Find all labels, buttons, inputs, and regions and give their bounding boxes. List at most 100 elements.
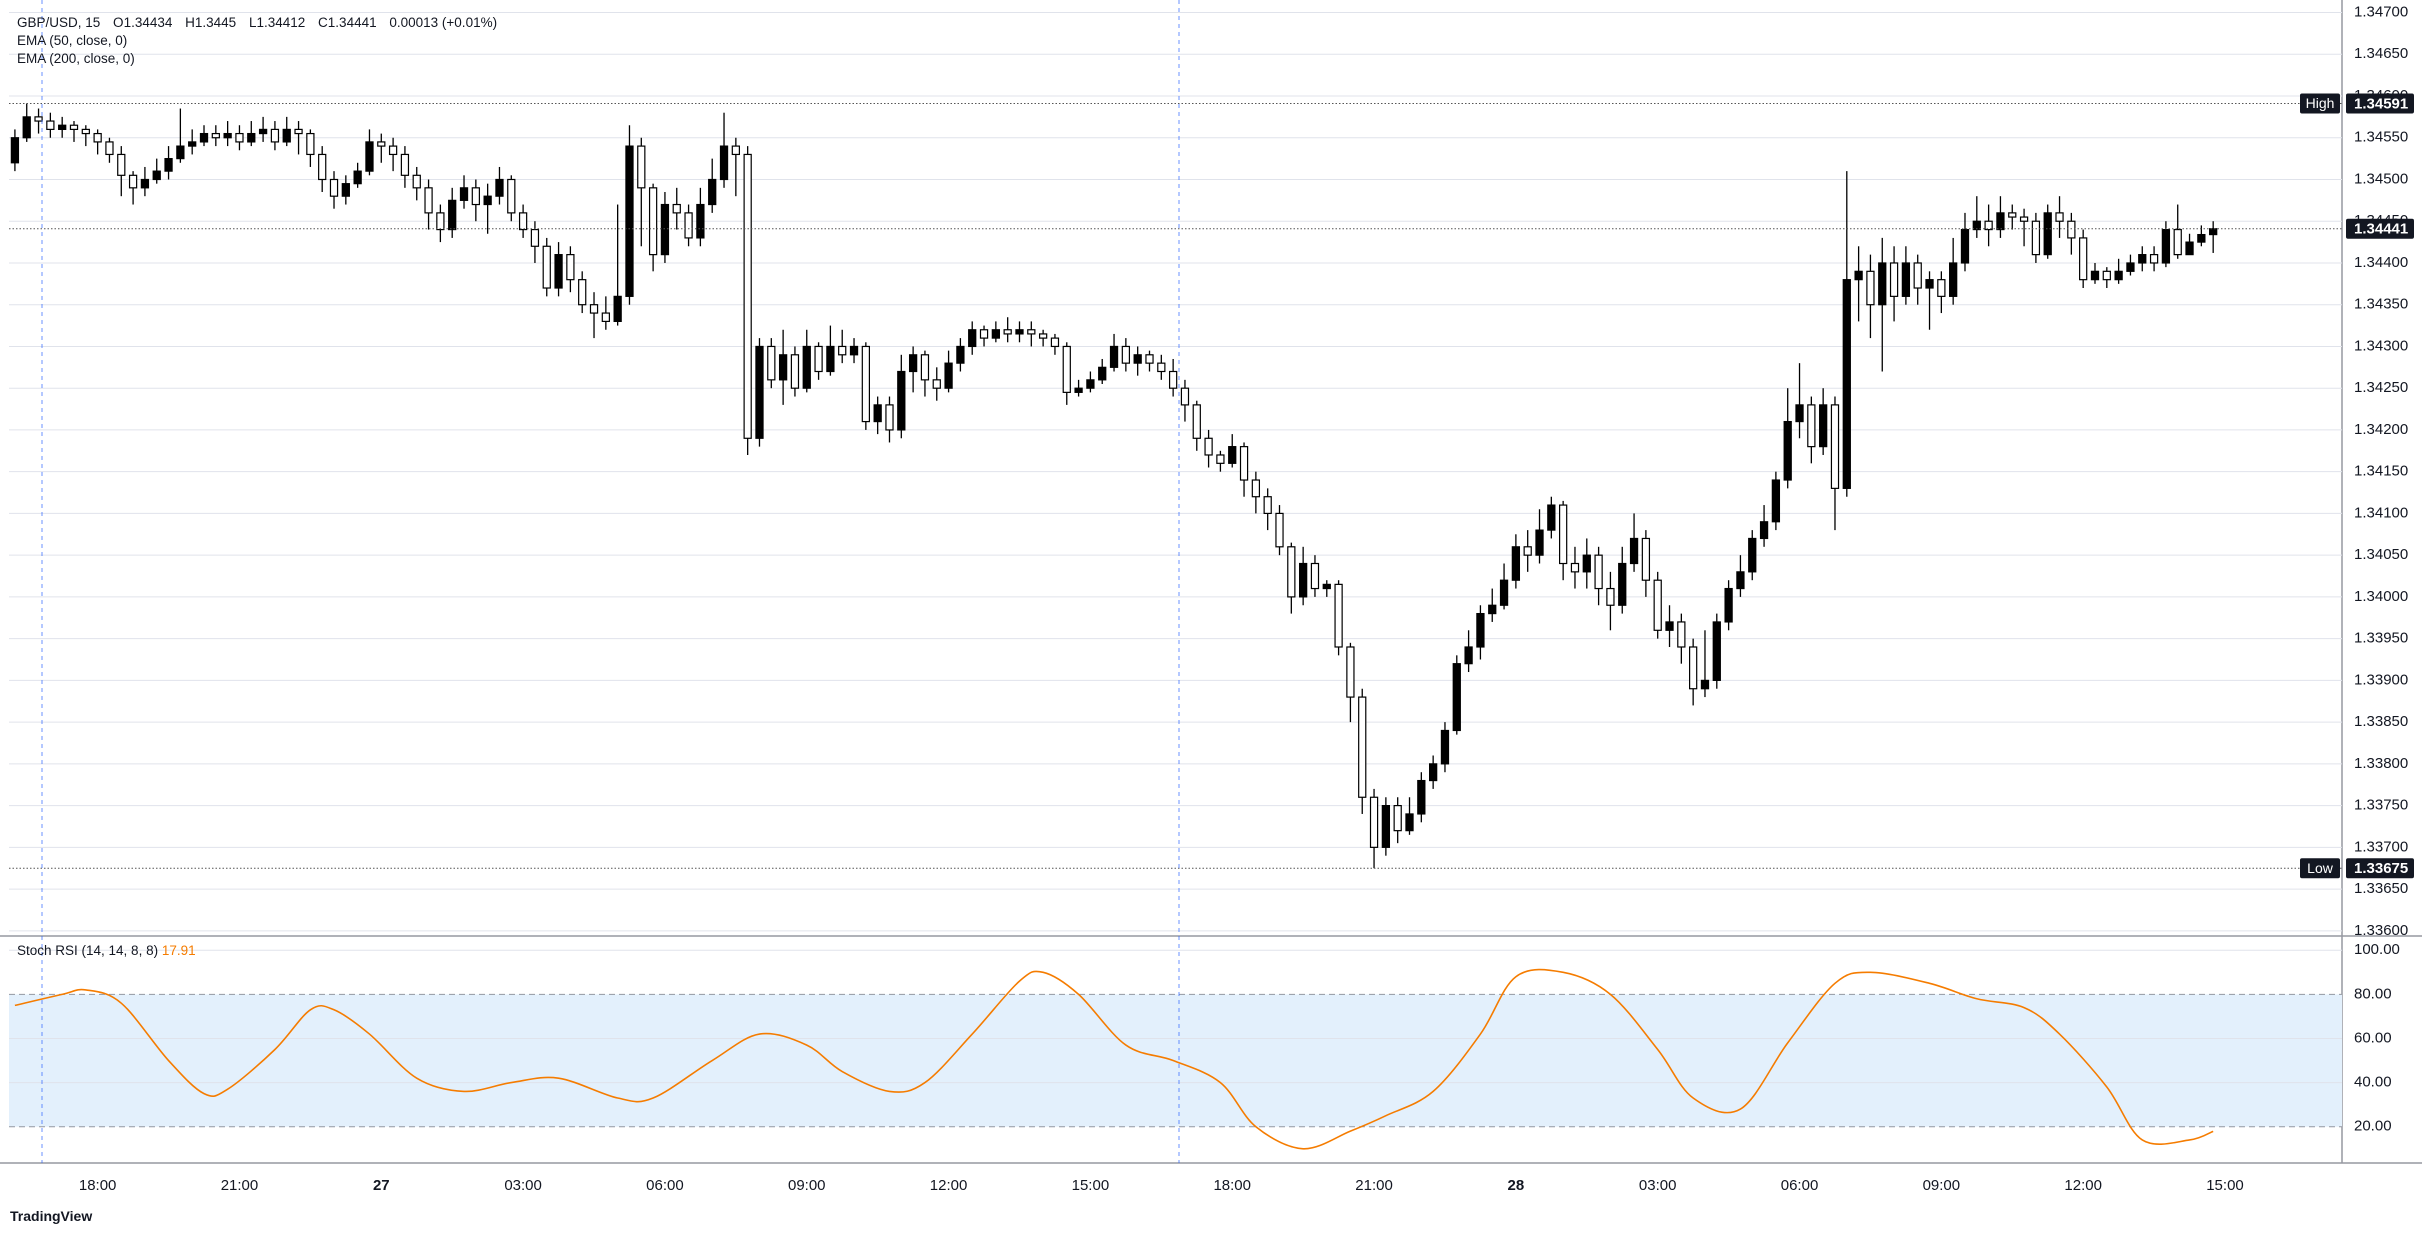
y-tick-label: 1.34700: [2354, 3, 2408, 20]
y-tick-label: 1.34050: [2354, 546, 2408, 563]
candle-body: [601, 312, 610, 323]
y-tick-label: 1.33600: [2354, 922, 2408, 939]
x-tick-label: 27: [373, 1177, 390, 1194]
x-tick-label: 06:00: [1781, 1177, 1819, 1194]
x-tick-label: 06:00: [646, 1177, 684, 1194]
candle-body: [1972, 220, 1981, 231]
candle-body: [589, 304, 599, 314]
y-tick-label: 1.34550: [2354, 129, 2408, 146]
candle-body: [873, 404, 882, 423]
candle-body: [1830, 404, 1840, 489]
candle-body: [625, 145, 634, 297]
candle-body: [1027, 329, 1036, 335]
candle-body: [1180, 387, 1190, 406]
candle-body: [1369, 796, 1379, 848]
marker-value: 1.33675: [2354, 860, 2408, 877]
candle-body: [1086, 379, 1095, 389]
candle-body: [2173, 228, 2182, 256]
candle-body: [1854, 270, 1863, 281]
candle-body: [554, 254, 563, 289]
y-tick-label: 1.34500: [2354, 170, 2408, 187]
y-tick-label: 1.34650: [2354, 45, 2408, 62]
candle-body: [377, 141, 386, 147]
candle-body: [684, 212, 693, 239]
candle-body: [849, 345, 859, 356]
x-tick-label: 21:00: [221, 1177, 259, 1194]
candle-body: [1429, 763, 1438, 782]
x-tick-label: 09:00: [1923, 1177, 1961, 1194]
y-tick-label: 1.33700: [2354, 838, 2408, 855]
y-tick-label: 40.00: [2354, 1074, 2392, 1091]
candle-body: [471, 187, 480, 206]
candle-body: [1216, 454, 1225, 464]
candle-body: [152, 170, 161, 181]
candle-body: [1157, 362, 1166, 373]
x-tick-label: 09:00: [788, 1177, 826, 1194]
candle-body: [1925, 279, 1934, 289]
candle-body: [1074, 387, 1083, 393]
candle-body: [1511, 546, 1521, 581]
candle-body: [2209, 228, 2218, 236]
y-tick-label: 1.34350: [2354, 296, 2408, 313]
x-tick-label: 12:00: [2064, 1177, 2102, 1194]
candle-body: [908, 354, 918, 373]
legend: GBP/USD, 15 O1.34434 H1.3445 L1.34412 C1…: [17, 14, 497, 68]
candle-body: [1996, 212, 2005, 231]
y-tick-label: 1.34000: [2354, 588, 2408, 605]
stoch-title[interactable]: Stoch RSI (14, 14, 8, 8): [17, 943, 159, 958]
x-tick-label: 28: [1508, 1177, 1525, 1194]
candle-body: [802, 345, 811, 389]
candle-body: [1168, 370, 1178, 389]
candle-body: [1724, 587, 1733, 623]
candle-body: [660, 203, 670, 256]
x-tick-label: 12:00: [930, 1177, 968, 1194]
candle-body: [1901, 262, 1911, 297]
candle-body: [1251, 479, 1261, 498]
brand[interactable]: TradingView: [10, 1208, 93, 1224]
last-price: 1.34441: [2354, 221, 2408, 238]
candle-body: [613, 295, 622, 323]
candle-body: [648, 187, 658, 256]
x-tick-label: 15:00: [1072, 1177, 1110, 1194]
candle-body: [1594, 554, 1603, 590]
marker-tag-bg: [2300, 858, 2340, 879]
candle-body: [459, 187, 469, 201]
candle-body: [495, 178, 504, 197]
ohlc-value: 1.34412: [256, 15, 306, 30]
candle-body: [483, 195, 492, 206]
candle-body: [117, 153, 126, 176]
candle-body: [22, 116, 31, 139]
candle-body: [814, 345, 823, 373]
y-tick-label: 1.34150: [2354, 463, 2408, 480]
x-tick-label: 03:00: [1639, 1177, 1677, 1194]
stoch-line: [14, 968, 2214, 1150]
candle-body: [128, 174, 138, 189]
candle-body: [944, 362, 953, 389]
candle-body: [1949, 262, 1958, 297]
candle-body: [1109, 345, 1119, 368]
candle-body: [778, 354, 788, 381]
candle-body: [58, 124, 67, 130]
candle-body: [2067, 220, 2076, 239]
y-tick-label: 1.33850: [2354, 713, 2408, 730]
x-tick-label: 15:00: [2206, 1177, 2244, 1194]
candle-body: [743, 153, 752, 439]
indicator[interactable]: EMA (200, close, 0): [17, 51, 135, 66]
candle-body: [1346, 646, 1355, 698]
candle-body: [1677, 621, 1686, 648]
x-tick-label: 18:00: [1213, 1177, 1251, 1194]
indicator[interactable]: EMA (50, close, 0): [17, 33, 128, 48]
candle-body: [1239, 446, 1249, 481]
candle-body: [1712, 621, 1721, 681]
candle-body: [755, 345, 764, 439]
change: 0.00013 (+0.01%): [389, 15, 498, 30]
candle-body: [176, 145, 185, 160]
candle-body: [1807, 404, 1816, 448]
candle-body: [2055, 212, 2064, 222]
candle-body: [1629, 537, 1639, 565]
candle-body: [247, 132, 256, 143]
candle-body: [708, 178, 717, 206]
candle-body: [1582, 554, 1591, 573]
candle-body: [1960, 228, 1970, 264]
